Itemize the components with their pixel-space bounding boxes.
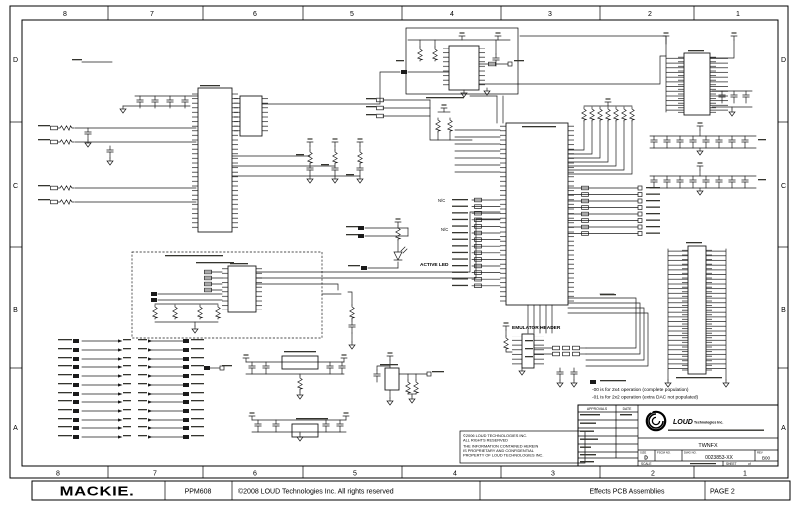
zone-right-b: B: [781, 307, 786, 314]
note-line-2: -01 is for 2x2 operation (extra DAC not …: [592, 395, 699, 401]
schematic-graphics: [38, 27, 766, 442]
company-name: Technologies Inc.: [694, 421, 723, 425]
zone-bottom-2: 2: [651, 471, 655, 478]
zone-bottom-8: 8: [56, 471, 60, 478]
zone-bottom-1: 1: [743, 471, 747, 478]
active-led-label: ACTIVE LED: [420, 262, 449, 268]
title-block-fineprint: [580, 414, 764, 465]
footer-page-number: PAGE 2: [710, 489, 735, 496]
population-notes: -00 is for 2x4 operation (complete popul…: [592, 387, 699, 401]
zone-left-d: D: [13, 57, 18, 64]
zone-labels: 8 7 6 5 4 3 2 1 8 7 6 5 4 3 2 1 D C B A …: [13, 11, 786, 478]
zone-bottom-3: 3: [551, 471, 555, 478]
dwg-number: 0023853-XX: [705, 455, 733, 461]
zone-top-1: 1: [736, 11, 740, 18]
zone-top-7: 7: [150, 11, 154, 18]
size-value: D: [644, 456, 648, 462]
zone-right-a: A: [781, 425, 786, 432]
zone-top-4: 4: [450, 11, 454, 18]
rev-label: REV: [757, 451, 763, 455]
zone-bottom-4: 4: [453, 471, 457, 478]
sheet-label: SHEET: [726, 462, 737, 466]
date-label: DATE: [623, 407, 633, 411]
sheet-frame: [9, 5, 789, 479]
zone-right-c: C: [781, 183, 786, 190]
mackie-logo: MACKIE.: [60, 484, 135, 499]
zone-bottom-7: 7: [153, 471, 157, 478]
rev-value: B00: [762, 456, 771, 461]
footer-model: PPM608: [185, 489, 212, 496]
zone-top-6: 6: [253, 11, 257, 18]
copyright-line-5: PROPERTY OF LOUD TECHNOLOGIES INC.: [463, 453, 543, 458]
schematic-callouts: ACTIVE LED EMULATOR HEADER N/C N/C: [420, 198, 561, 331]
zone-top-2: 2: [648, 11, 652, 18]
copyright-line-3: THE INFORMATION CONTAINED HEREIN: [463, 444, 538, 449]
copyright-line-4: IS PROPRIETARY AND CONFIDENTIAL: [463, 448, 535, 453]
footer-bar: MACKIE. PPM608 ©2008 LOUD Technologies I…: [31, 480, 791, 501]
footer-copyright: ©2008 LOUD Technologies Inc. All rights …: [238, 488, 394, 496]
copyright-line-2: ALL RIGHTS RESERVED: [463, 438, 508, 443]
product-name: TWNFX: [698, 443, 718, 449]
nc-label-1: N/C: [438, 198, 445, 203]
zone-right-d: D: [781, 57, 786, 64]
zone-left-b: B: [13, 307, 18, 314]
footer-assembly-title: Effects PCB Assemblies: [590, 489, 665, 496]
zone-top-3: 3: [548, 11, 552, 18]
note-line-1: -00 is for 2x4 operation (complete popul…: [592, 387, 689, 393]
zone-top-8: 8: [63, 11, 67, 18]
fscm-label: FSCM NO.: [657, 451, 671, 455]
zone-top-5: 5: [350, 11, 354, 18]
copyright-line-1: ©2006 LOUD TECHNOLOGIES INC.: [463, 433, 527, 438]
dwg-label: DWG NO.: [684, 451, 697, 455]
title-block: APPROVALS DATE LOUD Technologies Inc. TW…: [577, 404, 779, 467]
zone-left-c: C: [13, 183, 18, 190]
scale-label: SCALE: [641, 462, 651, 466]
zone-bottom-6: 6: [253, 471, 257, 478]
emulator-header-label: EMULATOR HEADER: [512, 325, 561, 331]
approvals-label: APPROVALS: [587, 407, 608, 411]
nc-label-2: N/C: [441, 227, 448, 232]
sheet-of-label: of: [748, 462, 751, 466]
zone-bottom-5: 5: [353, 471, 357, 478]
loud-logo-text: LOUD: [673, 419, 693, 426]
size-label: SIZE: [640, 451, 646, 455]
loud-logo-icon: [645, 409, 667, 432]
zone-left-a: A: [13, 425, 18, 432]
